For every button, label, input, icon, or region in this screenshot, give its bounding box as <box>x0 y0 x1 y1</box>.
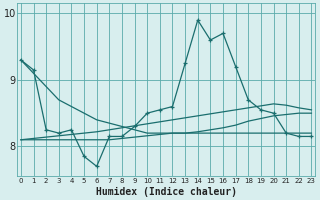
X-axis label: Humidex (Indice chaleur): Humidex (Indice chaleur) <box>96 186 237 197</box>
